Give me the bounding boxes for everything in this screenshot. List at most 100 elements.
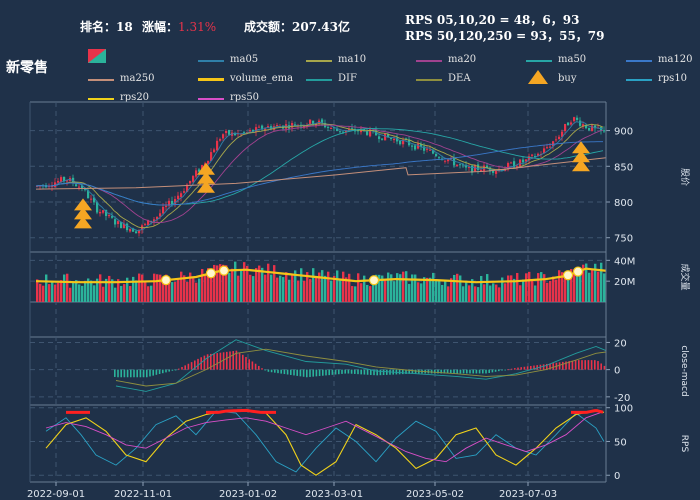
macd-bar <box>379 369 382 376</box>
candle <box>309 119 312 125</box>
legend-swatch <box>526 60 552 62</box>
volume-bar <box>63 274 66 302</box>
volume-bar <box>246 265 249 302</box>
volume-bar <box>216 265 219 302</box>
candle <box>537 153 540 157</box>
macd-bar <box>434 369 436 374</box>
volume-bar <box>378 274 381 302</box>
macd-bar <box>152 369 154 376</box>
candle <box>348 129 351 131</box>
macd-bar <box>357 369 359 375</box>
volume-bar <box>495 284 498 302</box>
volume-bar <box>135 280 138 302</box>
macd-bar <box>549 363 551 370</box>
volume-bar <box>573 269 576 302</box>
legend-swatch <box>626 79 652 81</box>
candle <box>435 153 438 157</box>
volume-bar <box>237 275 240 302</box>
candle <box>174 199 177 204</box>
legend-label: ma10 <box>338 54 367 65</box>
volume-bar <box>498 287 501 302</box>
volume-bar <box>459 275 462 302</box>
volume-bar <box>105 278 108 302</box>
volume-bar <box>75 280 78 302</box>
volume-bar <box>594 263 597 302</box>
volume-bar <box>351 286 354 302</box>
y-tick-label: 850 <box>614 162 633 173</box>
candle <box>135 231 138 234</box>
volume-bar <box>114 287 117 302</box>
macd-bar <box>222 352 225 370</box>
volume-bar <box>66 273 69 302</box>
volume-bar <box>468 285 471 302</box>
macd-bar <box>213 353 215 370</box>
candle <box>249 130 252 132</box>
macd-bar <box>498 369 500 372</box>
candle <box>207 160 210 164</box>
candle <box>570 122 573 125</box>
volume-bar <box>504 283 507 302</box>
volume-bar <box>186 281 189 302</box>
volume-bar <box>564 272 567 302</box>
volume-bar <box>96 278 99 302</box>
rps20-line <box>45 409 605 476</box>
macd-bar <box>587 360 590 370</box>
macd-bar <box>158 369 161 375</box>
candle <box>243 132 246 134</box>
candle <box>330 128 333 130</box>
macd-bar <box>450 369 452 374</box>
volume-bar <box>408 283 411 302</box>
candle <box>105 209 108 216</box>
volume-bar <box>273 265 276 302</box>
legend-swatch <box>306 79 332 81</box>
rps-high-highlight <box>571 409 604 414</box>
volume-bar <box>102 286 105 302</box>
reset-candle-icon[interactable] <box>88 48 106 63</box>
macd-bar <box>571 360 574 370</box>
volume-bar <box>510 275 513 302</box>
candle <box>522 159 525 163</box>
candle <box>93 197 96 203</box>
turnover: 成交额：207.43亿 <box>244 18 350 35</box>
candle <box>588 127 591 131</box>
candle <box>132 228 135 232</box>
y-axis-label: close-macd <box>679 345 689 396</box>
macd-bar <box>462 369 465 374</box>
volume-bar <box>474 286 477 302</box>
macd-bar <box>270 369 273 373</box>
candle <box>153 219 156 223</box>
x-tick-label: 2023-05-02 <box>406 489 464 500</box>
macd-bar <box>235 350 238 370</box>
candle <box>255 127 258 133</box>
volume-bar <box>93 285 96 302</box>
volume-bar <box>78 284 81 302</box>
candle <box>126 223 129 231</box>
candle <box>228 130 231 135</box>
candle <box>189 180 192 184</box>
candle <box>456 164 459 167</box>
macd-bar <box>478 369 481 374</box>
volume-bar <box>600 262 603 302</box>
volume-bar <box>528 271 531 302</box>
buy-marker <box>197 171 215 184</box>
volume-bar <box>234 261 237 302</box>
macd-bar <box>123 369 126 378</box>
candle <box>519 159 522 167</box>
legend: ma05 ma10 ma20 ma50 ma120 ma250 volume_ema DIF D… <box>0 48 700 104</box>
volume-bar <box>327 271 330 302</box>
candle <box>603 130 606 132</box>
candle <box>534 156 537 158</box>
legend-label: buy <box>558 73 577 84</box>
candle <box>66 180 69 182</box>
candle <box>81 185 84 189</box>
volume-bar <box>516 272 519 302</box>
volume-bar <box>519 285 522 302</box>
volume-bar <box>300 268 303 302</box>
macd-bar <box>274 369 276 373</box>
candle <box>471 165 474 173</box>
macd-bar <box>197 358 199 370</box>
macd-bar <box>578 360 580 370</box>
macd-bar <box>133 369 135 378</box>
macd-bar <box>312 369 314 377</box>
volume-bar <box>354 286 357 302</box>
